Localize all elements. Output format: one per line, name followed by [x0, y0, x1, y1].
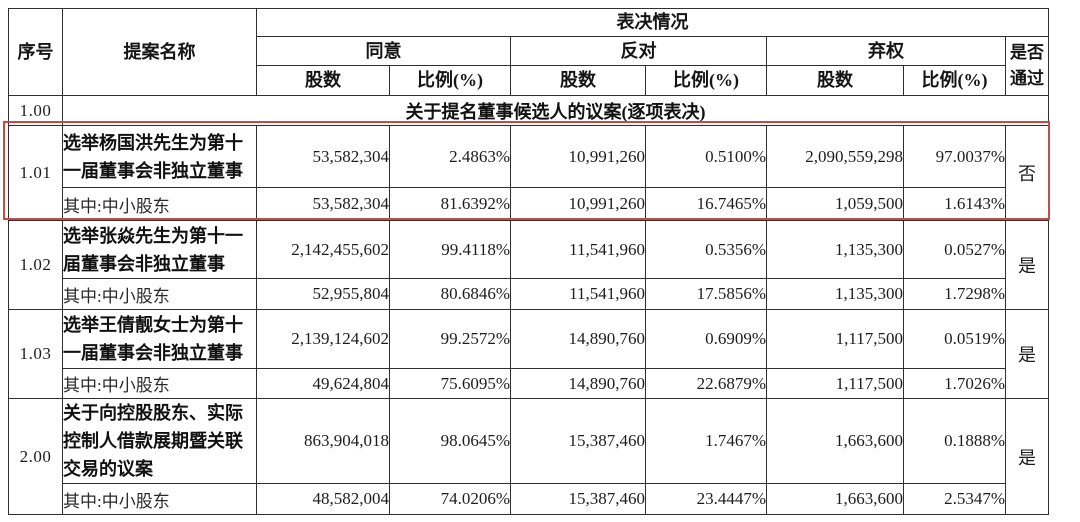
- agree-ratio-cell: 80.6846%: [389, 278, 511, 310]
- abstain-shares-cell: 1,117,500: [766, 368, 904, 399]
- abstain-shares-cell: 1,663,600: [766, 398, 904, 484]
- agree-shares-cell: 49,624,804: [256, 368, 390, 399]
- proposal-row-1-03: 1.03 选举王倩靓女士为第十一届董事会非独立董事 2,139,124,602 …: [8, 309, 1050, 399]
- section-title: 关于提名董事候选人的议案(逐项表决): [61, 95, 1050, 126]
- oppose-shares-cell: 14,890,760: [510, 368, 646, 399]
- agree-ratio-cell: 99.2572%: [389, 309, 511, 369]
- agree-shares-cell: 2,139,124,602: [256, 309, 390, 369]
- header-proposal: 提案名称: [62, 8, 257, 96]
- abstain-ratio-cell: 1.6143%: [903, 187, 1006, 221]
- minority-label: 其中:中小股东: [62, 187, 257, 221]
- agree-shares-cell: 52,955,804: [256, 278, 390, 310]
- agree-ratio-cell: 2.4863%: [389, 125, 511, 188]
- header-passed: 是否通过: [1004, 36, 1050, 96]
- abstain-ratio-cell: 1.7298%: [903, 278, 1006, 310]
- header-agree: 同意: [256, 36, 511, 66]
- abstain-shares-cell: 2,090,559,298: [766, 125, 904, 188]
- agree-ratio-cell: 81.6392%: [389, 187, 511, 221]
- agree-ratio-cell: 75.6095%: [389, 368, 511, 399]
- proposal-name: 选举杨国洪先生为第十一届董事会非独立董事: [62, 125, 257, 188]
- agree-ratio-cell: 99.4118%: [389, 220, 511, 279]
- abstain-shares-cell: 1,135,300: [766, 278, 904, 310]
- oppose-ratio-cell: 1.7467%: [645, 398, 767, 484]
- passed-cell: 是: [1004, 398, 1050, 515]
- oppose-ratio-cell: 23.4447%: [645, 483, 767, 515]
- header-voting-status: 表决情况: [255, 8, 1050, 37]
- proposal-name: 关于向控股股东、实际控制人借款展期暨关联交易的议案: [62, 398, 257, 484]
- minority-label: 其中:中小股东: [62, 278, 257, 310]
- proposal-row-1-01: 1.01 选举杨国洪先生为第十一届董事会非独立董事 53,582,304 2.4…: [8, 125, 1050, 221]
- oppose-ratio-cell: 17.5856%: [645, 278, 767, 310]
- abstain-ratio-cell: 97.0037%: [903, 125, 1006, 188]
- header-abstain-ratio: 比例(%): [903, 65, 1006, 96]
- header-row-2: 同意 反对 弃权 是否通过: [9, 36, 1050, 96]
- oppose-shares-cell: 10,991,260: [510, 187, 646, 221]
- agree-shares-cell: 53,582,304: [256, 187, 390, 221]
- agree-shares-cell: 863,904,018: [256, 398, 390, 484]
- oppose-shares-cell: 11,541,960: [510, 220, 646, 279]
- seq-cell: 2.00: [8, 398, 63, 515]
- oppose-shares-cell: 11,541,960: [510, 278, 646, 310]
- minority-label: 其中:中小股东: [62, 483, 257, 515]
- abstain-shares-cell: 1,117,500: [766, 309, 904, 369]
- abstain-ratio-cell: 0.0519%: [903, 309, 1006, 369]
- abstain-shares-cell: 1,059,500: [766, 187, 904, 221]
- seq-cell: 1.03: [8, 309, 63, 399]
- seq-cell: 1.01: [8, 125, 63, 221]
- minority-row-1-01: 其中:中小股东 53,582,304 81.6392% 10,991,260 1…: [9, 187, 1049, 221]
- abstain-shares-cell: 1,663,600: [766, 483, 904, 515]
- abstain-ratio-cell: 1.7026%: [903, 368, 1006, 399]
- seq-cell: 1.02: [8, 220, 63, 310]
- agree-shares-cell: 48,582,004: [256, 483, 390, 515]
- proposal-row-1-02: 1.02 选举张焱先生为第十一届董事会非独立董事 2,142,455,602 9…: [8, 220, 1050, 310]
- minority-row-1-02: 其中:中小股东 52,955,804 80.6846% 11,541,960 1…: [9, 278, 1049, 310]
- abstain-ratio-cell: 0.1888%: [903, 398, 1006, 484]
- section-row-1-00: 1.00 关于提名董事候选人的议案(逐项表决): [8, 95, 1050, 126]
- oppose-ratio-cell: 22.6879%: [645, 368, 767, 399]
- header-abstain: 弃权: [766, 36, 1006, 66]
- oppose-shares-cell: 15,387,460: [510, 483, 646, 515]
- header-row-1: 序号 提案名称 表决情况: [8, 8, 1050, 96]
- minority-label: 其中:中小股东: [62, 368, 257, 399]
- voting-results-table: 序号 提案名称 表决情况 同意 反对 弃权 是否通过 股数 比例(%) 股数 比…: [8, 8, 1050, 515]
- header-oppose-ratio: 比例(%): [645, 65, 767, 96]
- abstain-ratio-cell: 0.0527%: [903, 220, 1006, 279]
- header-oppose-shares: 股数: [510, 65, 646, 96]
- header-agree-ratio: 比例(%): [389, 65, 511, 96]
- minority-row-1-03: 其中:中小股东 49,624,804 75.6095% 14,890,760 2…: [9, 368, 1049, 399]
- oppose-ratio-cell: 0.5100%: [645, 125, 767, 188]
- agree-shares-cell: 2,142,455,602: [256, 220, 390, 279]
- passed-cell: 否: [1004, 125, 1050, 221]
- proposal-name: 选举张焱先生为第十一届董事会非独立董事: [62, 220, 257, 279]
- passed-cell: 是: [1004, 309, 1050, 399]
- oppose-shares-cell: 14,890,760: [510, 309, 646, 369]
- header-abstain-shares: 股数: [766, 65, 904, 96]
- agree-ratio-cell: 98.0645%: [389, 398, 511, 484]
- header-oppose: 反对: [510, 36, 767, 66]
- agree-ratio-cell: 74.0206%: [389, 483, 511, 515]
- oppose-ratio-cell: 16.7465%: [645, 187, 767, 221]
- oppose-shares-cell: 15,387,460: [510, 398, 646, 484]
- seq-cell: 1.00: [8, 95, 63, 126]
- agree-shares-cell: 53,582,304: [256, 125, 390, 188]
- minority-row-2-00: 其中:中小股东 48,582,004 74.0206% 15,387,460 2…: [9, 483, 1049, 515]
- oppose-shares-cell: 10,991,260: [510, 125, 646, 188]
- proposal-row-2-00: 2.00 关于向控股股东、实际控制人借款展期暨关联交易的议案 863,904,0…: [8, 398, 1050, 515]
- passed-cell: 是: [1004, 220, 1050, 310]
- abstain-shares-cell: 1,135,300: [766, 220, 904, 279]
- oppose-ratio-cell: 0.6909%: [645, 309, 767, 369]
- header-agree-shares: 股数: [256, 65, 390, 96]
- oppose-ratio-cell: 0.5356%: [645, 220, 767, 279]
- proposal-name: 选举王倩靓女士为第十一届董事会非独立董事: [62, 309, 257, 369]
- header-seq: 序号: [8, 8, 63, 96]
- abstain-ratio-cell: 2.5347%: [903, 483, 1006, 515]
